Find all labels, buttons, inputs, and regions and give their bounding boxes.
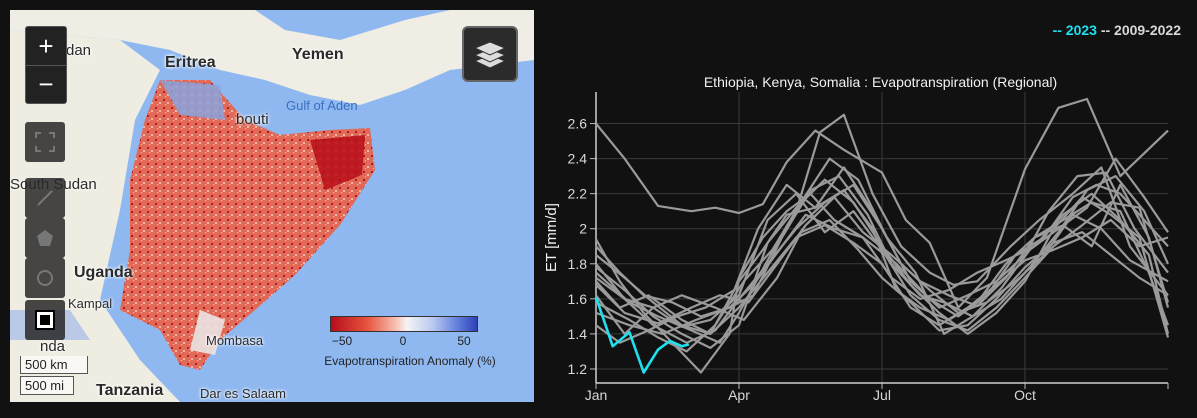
legend-colorbar	[330, 316, 478, 332]
fullscreen-icon	[35, 132, 55, 152]
zoom-control: + −	[25, 26, 67, 104]
legend-tick-min: −50	[331, 334, 353, 348]
map-panel[interactable]: Eritrea Yemen dan Gulf of Aden bouti Sou…	[10, 10, 534, 402]
label-country-partial: nda	[40, 338, 66, 355]
zoom-out-button[interactable]: −	[26, 65, 66, 103]
line-chart[interactable]: 1.2 1.4 1.6 1.8 2 2.2 2.4 2.6 Jan Apr Jul Oct ET [mm…	[534, 0, 1197, 418]
legend-title: Evapotranspiration Anomaly (%)	[324, 354, 496, 368]
y-axis-label: ET [mm/d]	[543, 203, 560, 272]
series-line-history[interactable]	[595, 218, 1169, 335]
series-line-current[interactable]	[594, 296, 690, 374]
label-tanzania: Tanzania	[96, 382, 164, 399]
x-tick-label: Apr	[728, 387, 750, 403]
draw-circle-button[interactable]	[25, 258, 65, 298]
label-gulf-of-aden: Gulf of Aden	[286, 98, 358, 113]
series-line-history[interactable]	[595, 192, 1170, 332]
chart-legend: -- 2023 -- 2009-2022	[1053, 22, 1181, 38]
layers-icon	[473, 41, 507, 69]
draw-rectangle-button[interactable]	[25, 300, 65, 340]
label-uganda: Uganda	[74, 264, 133, 281]
series-line-history[interactable]	[595, 178, 1170, 349]
y-tick-label: 1.6	[568, 291, 588, 307]
series-line-history[interactable]	[595, 189, 1170, 335]
label-kampala: Kampal	[68, 296, 113, 311]
draw-line-button[interactable]	[25, 178, 65, 218]
series-line-history[interactable]	[595, 113, 1169, 344]
x-tick-label: Oct	[1014, 387, 1036, 403]
label-sudan: dan	[66, 42, 92, 59]
series-line-history[interactable]	[595, 183, 1170, 325]
polyline-icon	[37, 190, 53, 206]
y-tick-label: 1.2	[568, 361, 588, 377]
draw-polygon-button[interactable]	[25, 218, 65, 258]
chart-panel: -- 2023 -- 2009-2022 Ethiopia, Kenya, So…	[534, 0, 1197, 418]
series-line-history[interactable]	[595, 157, 1170, 353]
series-line-history[interactable]	[595, 218, 1169, 335]
x-tick-label: Jul	[873, 387, 891, 403]
y-tick-label: 2.2	[568, 186, 588, 202]
chart-title: Ethiopia, Kenya, Somalia : Evapotranspir…	[703, 74, 1058, 90]
scale-mi: 500 mi	[20, 376, 74, 395]
legend-current-year[interactable]: -- 2023	[1052, 22, 1097, 38]
scale-km: 500 km	[20, 356, 88, 374]
label-djibouti: bouti	[236, 111, 269, 128]
circle-icon	[37, 270, 53, 286]
y-tick-label: 2	[579, 221, 587, 237]
y-tick-label: 2.4	[568, 151, 588, 167]
label-yemen: Yemen	[292, 46, 344, 63]
fullscreen-button[interactable]	[25, 122, 65, 162]
polygon-icon	[37, 230, 53, 246]
y-tick-label: 2.6	[568, 116, 588, 132]
label-eritrea: Eritrea	[165, 54, 216, 71]
legend-tick-mid: 0	[399, 334, 407, 348]
map-canvas[interactable]	[10, 10, 534, 402]
layers-button[interactable]	[462, 26, 518, 82]
legend-tick-max: 50	[457, 334, 471, 348]
legend-history-range[interactable]: -- 2009-2022	[1100, 22, 1181, 38]
zoom-in-button[interactable]: +	[38, 30, 54, 61]
series-line-history[interactable]	[595, 166, 1169, 344]
rectangle-icon	[35, 310, 55, 330]
series-line-history[interactable]	[595, 97, 1169, 309]
label-mombasa: Mombasa	[206, 333, 264, 348]
label-dar-es-salaam: Dar es Salaam	[200, 386, 286, 401]
y-tick-label: 1.8	[568, 256, 588, 272]
y-tick-label: 1.4	[568, 326, 588, 342]
x-tick-label: Jan	[585, 387, 608, 403]
